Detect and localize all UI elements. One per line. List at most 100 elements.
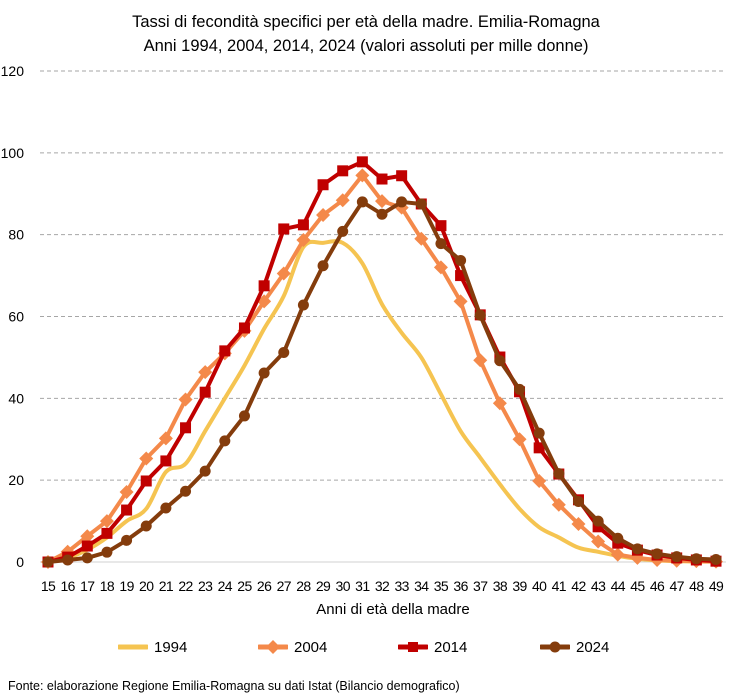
data-point-2014: [140, 475, 152, 487]
data-point-2004: [532, 473, 547, 488]
legend-swatch: [398, 642, 428, 652]
chart-title-line-2: Anni 1994, 2004, 2014, 2024 (valori asso…: [143, 37, 589, 55]
data-point-2004: [178, 392, 193, 407]
data-point-2024: [435, 238, 447, 250]
data-point-2004: [80, 529, 95, 544]
data-point-2024: [710, 554, 722, 566]
x-tick-label: 49: [709, 578, 724, 594]
data-point-2014: [376, 173, 388, 185]
data-point-2024: [514, 383, 526, 395]
x-tick-label: 30: [336, 578, 351, 594]
data-point-2014: [238, 322, 250, 334]
data-point-2004: [591, 534, 606, 549]
data-point-2014: [121, 504, 133, 516]
data-point-2024: [415, 198, 427, 210]
x-tick-label: 34: [414, 578, 429, 594]
data-point-2004: [551, 497, 566, 512]
legend-item-2004: 2004: [258, 636, 327, 658]
data-point-2024: [494, 355, 506, 367]
data-point-2024: [612, 532, 624, 544]
x-tick-label: 18: [100, 578, 115, 594]
data-point-2014: [101, 527, 113, 539]
data-point-2024: [258, 367, 270, 379]
y-tick-label: 120: [1, 63, 25, 79]
x-tick-label: 25: [237, 578, 252, 594]
x-tick-label: 32: [375, 578, 390, 594]
data-point-2014: [278, 223, 290, 235]
y-tick-label: 80: [8, 227, 24, 243]
data-point-2004: [512, 432, 527, 447]
data-point-2014: [180, 422, 192, 434]
x-tick-label: 33: [394, 578, 409, 594]
data-point-2024: [631, 543, 643, 555]
x-tick-label: 22: [178, 578, 193, 594]
data-point-2024: [651, 548, 663, 560]
x-tick-label: 29: [316, 578, 331, 594]
data-point-2014: [199, 386, 211, 398]
data-point-2024: [455, 254, 467, 266]
data-point-2024: [219, 435, 231, 447]
source-note: Fonte: elaborazione Regione Emilia-Romag…: [8, 679, 460, 693]
x-tick-label: 15: [41, 578, 56, 594]
data-point-2024: [376, 208, 388, 220]
data-point-2014: [297, 219, 309, 231]
legend-item-2014: 2014: [398, 636, 467, 658]
data-point-2014: [592, 521, 604, 533]
x-tick-label: 36: [453, 578, 468, 594]
data-point-2024: [317, 260, 329, 272]
data-point-2024: [101, 546, 113, 558]
x-tick-label: 19: [119, 578, 134, 594]
data-point-2024: [533, 427, 545, 439]
data-point-2014: [337, 165, 349, 177]
data-point-2004: [335, 193, 350, 208]
y-tick-label: 0: [16, 554, 24, 570]
data-point-2024: [180, 485, 192, 497]
data-point-2024: [62, 554, 74, 566]
legend-swatch: [118, 644, 148, 650]
data-point-2024: [592, 515, 604, 527]
data-point-2014: [533, 442, 545, 454]
x-tick-label: 24: [218, 578, 233, 594]
data-point-2014: [258, 280, 270, 292]
data-point-2014: [455, 270, 467, 282]
data-point-2024: [553, 468, 565, 480]
data-point-2024: [474, 309, 486, 321]
legend-label: 2024: [576, 638, 610, 656]
y-tick-label: 20: [8, 472, 24, 488]
data-point-2024: [278, 347, 290, 359]
data-point-2004: [414, 231, 429, 246]
x-tick-label: 35: [434, 578, 449, 594]
data-point-2024: [337, 225, 349, 237]
x-tick-label: 44: [611, 578, 626, 594]
data-point-2004: [571, 516, 586, 531]
data-point-2004: [158, 431, 173, 446]
data-point-2004: [198, 365, 213, 380]
x-tick-label: 40: [532, 578, 547, 594]
data-point-2004: [276, 266, 291, 281]
legend-label: 2004: [294, 638, 328, 656]
data-point-2014: [160, 455, 172, 467]
legend-item-2024: 2024: [540, 636, 609, 658]
x-tick-label: 23: [198, 578, 213, 594]
y-tick-label: 40: [8, 390, 24, 406]
data-point-2004: [355, 168, 370, 183]
legend-label: 2014: [434, 638, 468, 656]
y-tick-label: 60: [8, 309, 24, 325]
data-point-2014: [396, 170, 408, 182]
line-chart: 0 20 40 60 80 100 120 15 16 17 18 19 20 21 22 23 24 25 26 2…: [1, 63, 726, 618]
x-tick-label: 42: [571, 578, 586, 594]
x-tick-label: 28: [296, 578, 311, 594]
data-point-2024: [42, 556, 54, 568]
data-point-2014: [356, 156, 368, 168]
data-point-2004: [375, 194, 389, 209]
x-tick-label: 21: [159, 578, 174, 594]
x-tick-label: 20: [139, 578, 154, 594]
data-point-2004: [139, 451, 154, 466]
data-point-2024: [160, 502, 172, 514]
x-tick-label: 16: [60, 578, 75, 594]
x-tick-label: 31: [355, 578, 370, 594]
legend-label: 1994: [154, 638, 188, 656]
data-point-2024: [140, 520, 152, 532]
data-point-2014: [317, 179, 329, 191]
data-point-2014: [435, 220, 447, 232]
